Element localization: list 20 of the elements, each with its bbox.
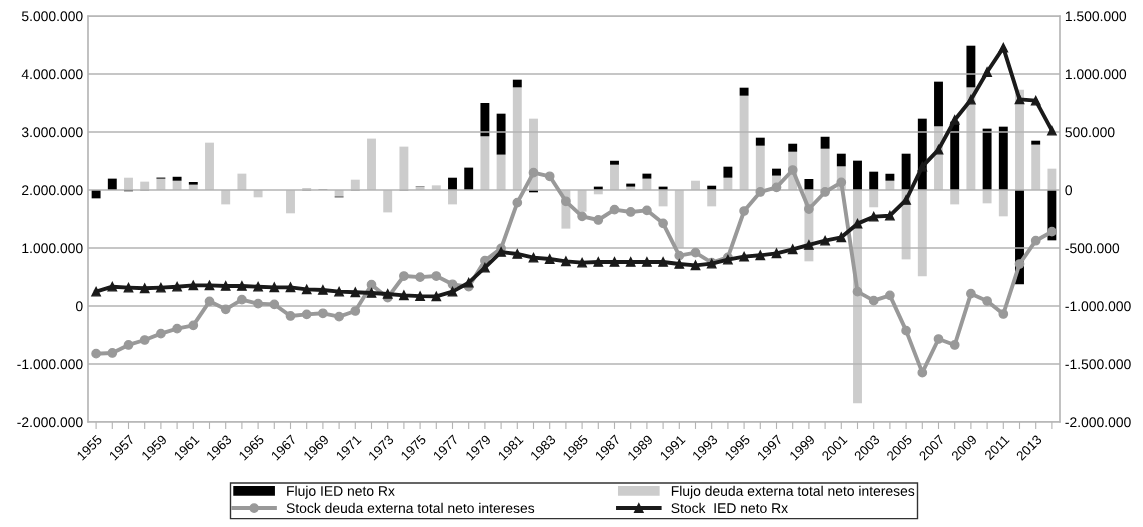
legend-label: Stock deuda externa total neto intereses [286, 502, 535, 514]
y-tick-label: -2.000.000 [17, 417, 83, 428]
y-tick-label: 0 [75, 301, 83, 312]
y2-tick-label: -500.000 [1065, 243, 1120, 254]
y2-tick-label: -1.000.000 [1065, 301, 1131, 312]
y2-tick-label: -1.500.000 [1065, 359, 1131, 370]
y-tick-label: -1.000.000 [17, 359, 83, 370]
legend-label: Flujo IED neto Rx [287, 485, 395, 499]
y-tick-label: 1.000.000 [22, 243, 83, 254]
y2-tick-label: 1.500.000 [1065, 11, 1127, 22]
legend-label: Stock IED neto Rx [671, 502, 788, 514]
y2-tick-label: 1.000.000 [1065, 69, 1127, 80]
y2-tick-label: -2.000.000 [1065, 417, 1131, 428]
y-tick-label: 5.000.000 [21, 11, 83, 22]
legend-label: Flujo deuda externa total neto intereses [671, 485, 915, 499]
y2-tick-label: 500.000 [1065, 127, 1115, 138]
y-tick-label: 4.000.000 [21, 69, 83, 80]
y-tick-label: 3.000.000 [21, 127, 83, 138]
y2-tick-label: 0 [1065, 185, 1073, 196]
y-tick-label: 2.000.000 [22, 185, 83, 196]
